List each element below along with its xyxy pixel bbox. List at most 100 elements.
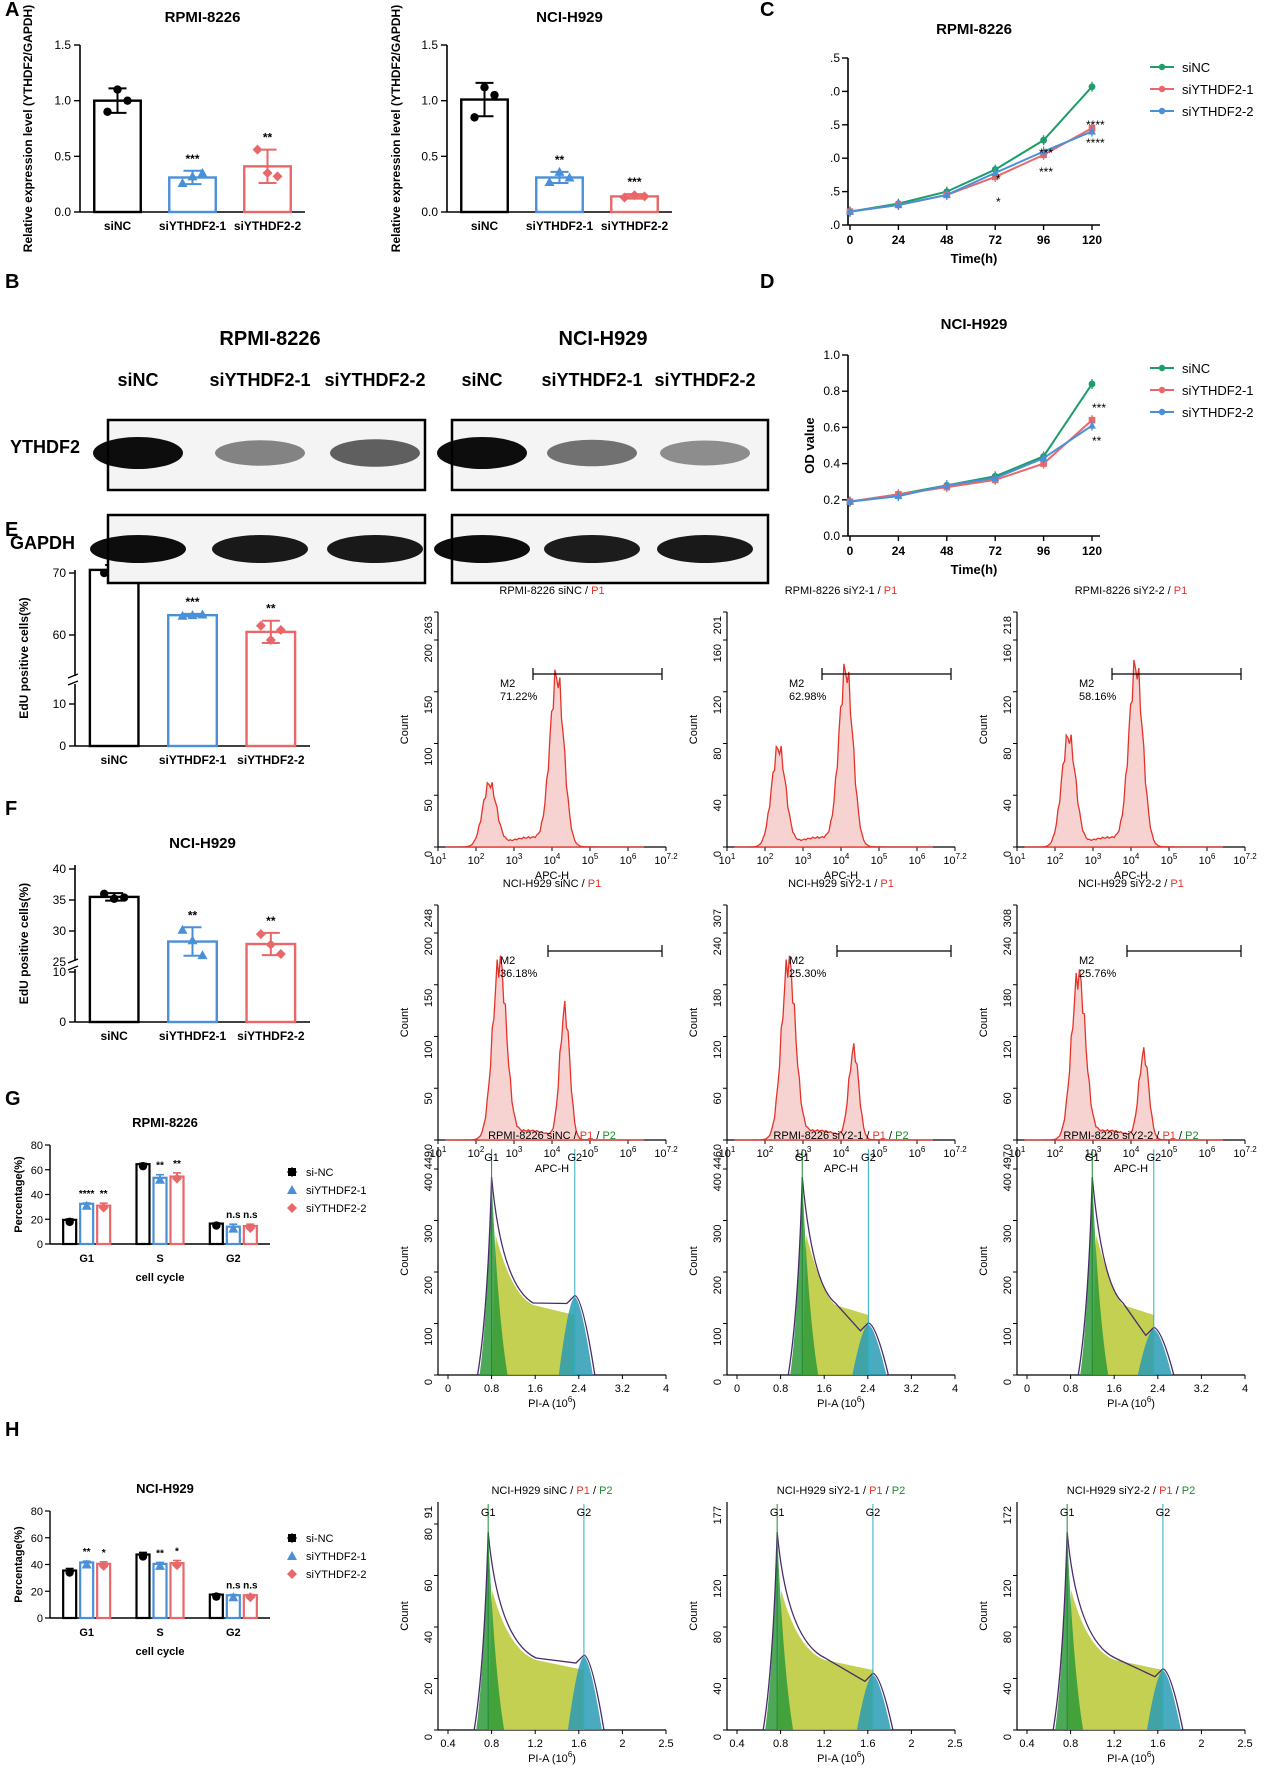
y-tick-label: 60 [423, 1580, 435, 1592]
significance-label: ** [555, 153, 565, 167]
y-tick-label: 80 [31, 1506, 43, 1518]
blot-lane-label: siNC [461, 370, 502, 390]
g2-peak [852, 1324, 887, 1375]
y-tick-label: 40 [712, 799, 724, 811]
histogram-curve [1024, 659, 1223, 848]
blot-row-label: GAPDH [10, 533, 75, 553]
y-tick-label: 80 [712, 748, 724, 760]
data-point [942, 190, 951, 198]
y-axis-label: Count [688, 715, 700, 744]
bar [79, 1561, 95, 1620]
x-tick-label: 107.2 [1233, 1145, 1257, 1160]
x-tick-label: 104 [1123, 852, 1140, 867]
data-point [272, 171, 283, 182]
x-tick-label: siNC [100, 1029, 128, 1043]
x-axis-label: PI-A (106) [1107, 1750, 1155, 1765]
y-tick-label: .5 [830, 51, 840, 65]
data-point [629, 190, 640, 201]
chart-title: NCI-H929 [136, 1481, 194, 1496]
data-point [1040, 460, 1047, 467]
y-tick-label: 0.8 [823, 384, 840, 398]
histogram-title: RPMI-8226 siNC / P1 [499, 585, 604, 597]
x-axis-label: Time(h) [951, 251, 998, 266]
y-max-label: 497 [1002, 1151, 1014, 1169]
y-tick-label: .0 [830, 218, 840, 232]
x-tick-label: 102 [1047, 852, 1064, 867]
y-tick-label: 0 [712, 851, 724, 857]
y-axis-label: Count [688, 1246, 700, 1275]
legend-marker [1158, 107, 1166, 115]
y-tick-label: 0 [37, 1239, 43, 1251]
ythdf2-band [330, 439, 420, 467]
series-line [849, 419, 1093, 503]
histogram-title: RPMI-8226 siY2-1 / P1 [785, 585, 898, 597]
significance-label: *** [627, 175, 641, 189]
x-tick-label: 0.8 [773, 1383, 788, 1395]
data-point [287, 1203, 297, 1213]
bar [79, 1202, 95, 1246]
y-tick-label: 80 [712, 1631, 724, 1643]
axis-break-mark [67, 958, 79, 964]
chart-title: NCI-H929 [169, 835, 236, 852]
y-tick-label: 120 [1002, 696, 1014, 714]
x-tick-label: siNC [104, 219, 132, 233]
gapdh-band [544, 535, 640, 563]
g1-peak [1080, 1177, 1109, 1375]
y-max-label: 177 [712, 1506, 724, 1524]
x-tick-label: 2.5 [947, 1738, 962, 1750]
x-axis-label: PI-A (106) [817, 1395, 865, 1410]
y-tick-label: 0 [1002, 1734, 1014, 1740]
y-tick-label: 10 [53, 697, 67, 711]
x-tick-label: 0.8 [1063, 1383, 1078, 1395]
x-tick-label: 2.4 [571, 1383, 586, 1395]
significance-label: ** [173, 1159, 181, 1170]
y-tick-label: 120 [1002, 1041, 1014, 1059]
y-axis-label: Percentage(%) [13, 1156, 25, 1233]
x-tick-label: 2 [619, 1738, 625, 1750]
y-tick-label: 80 [31, 1140, 43, 1152]
panel-letter-C: C [760, 0, 774, 21]
y-tick-label: 160 [712, 644, 724, 662]
y-tick-label: .5 [830, 118, 840, 132]
x-tick-label: 2 [908, 1738, 914, 1750]
g1-peak [765, 1532, 794, 1730]
data-point [544, 176, 555, 186]
panel-letter-G: G [5, 1088, 21, 1110]
x-tick-label: 106 [1199, 852, 1216, 867]
axis-break-mark [67, 673, 79, 679]
x-tick-label: 0.8 [484, 1738, 499, 1750]
data-point [255, 929, 266, 940]
x-tick-label: 72 [989, 233, 1003, 247]
data-point [99, 568, 109, 578]
bar [93, 99, 142, 214]
x-tick-label: 104 [544, 852, 561, 867]
x-tick-label: 2.5 [658, 1738, 673, 1750]
y-tick-label: 80 [1002, 748, 1014, 760]
x-tick-label: 105 [1161, 852, 1178, 867]
y-axis-label: Percentage(%) [13, 1526, 25, 1603]
panel-letter-B: B [5, 271, 19, 293]
y-max-label: 91 [423, 1506, 435, 1518]
axis-break [67, 676, 83, 684]
legend-label: si-NC [306, 1533, 334, 1545]
significance-label: **** [1086, 118, 1105, 132]
x-tick-label: 106 [1199, 1145, 1216, 1160]
y-tick-label: 0 [712, 1379, 724, 1385]
significance-label: ** [263, 131, 273, 145]
data-point [138, 1552, 148, 1561]
y-tick-label: 400 [1002, 1173, 1014, 1191]
gate-label: M2 [500, 678, 515, 690]
gate-label: M2 [789, 955, 804, 967]
y-tick-label: 100 [423, 1328, 435, 1346]
x-tick-label: 105 [1161, 1145, 1178, 1160]
data-point [113, 85, 122, 94]
x-tick-label: 105 [871, 1145, 888, 1160]
axis-break-mark [67, 680, 79, 686]
x-tick-label: G2 [226, 1253, 241, 1265]
y-tick-label: 1.0 [421, 94, 438, 108]
x-tick-label: G2 [226, 1627, 241, 1639]
x-tick-label: 106 [620, 852, 637, 867]
x-tick-label: 101 [430, 1145, 447, 1160]
y-tick-label: 200 [423, 1276, 435, 1294]
x-tick-label: 0.8 [484, 1383, 499, 1395]
